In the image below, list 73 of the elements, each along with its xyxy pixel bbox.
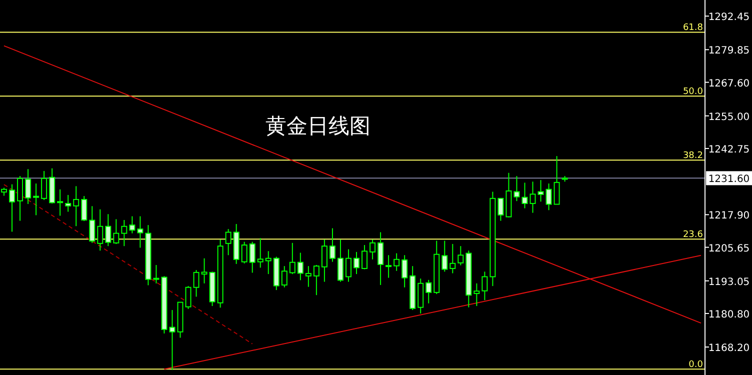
- candlestick: [169, 310, 176, 370]
- candlestick: [538, 180, 544, 202]
- candlestick: [362, 244, 368, 270]
- candlestick: [426, 279, 432, 304]
- candlestick: [73, 186, 80, 227]
- annotation: 0.0: [688, 360, 704, 370]
- candlestick: [137, 216, 144, 248]
- y-tick-label: 1168.20: [708, 343, 750, 354]
- candlestick: [41, 170, 48, 201]
- candlestick: [225, 228, 232, 256]
- candlestick: [281, 266, 288, 288]
- candlestick: [65, 194, 72, 212]
- candlestick: [185, 286, 192, 310]
- candlestick: [329, 228, 336, 262]
- candlestick: [370, 238, 376, 260]
- candlestick: [121, 219, 128, 247]
- candlestick: [522, 182, 528, 209]
- candlestick: [257, 238, 264, 268]
- candlestick: [418, 278, 424, 314]
- candlestick: [97, 208, 104, 252]
- y-tick-label: 1242.75: [708, 144, 750, 156]
- candlestick: [498, 198, 504, 222]
- candlestick: [113, 218, 120, 244]
- candlestick: [442, 240, 448, 272]
- y-tick-label: 1205.65: [708, 243, 750, 254]
- y-tick-label: 1279.85: [708, 46, 750, 57]
- ref-line-label: 1231.60: [708, 174, 750, 186]
- candlestick: [450, 243, 456, 274]
- candlestick: [33, 183, 40, 216]
- candlestick: [241, 241, 248, 264]
- annotation: 50.0: [682, 87, 704, 98]
- candlestick: [81, 196, 88, 222]
- y-tick-label: 1255.00: [708, 112, 750, 123]
- y-tick-label: 1292.45: [708, 12, 750, 24]
- candlestick: [25, 168, 32, 205]
- candlestick: [474, 282, 480, 307]
- annotation: 23.6: [682, 230, 704, 240]
- candlestick: [554, 156, 560, 205]
- annotation: 38.2: [682, 151, 703, 162]
- candlestick: [394, 252, 400, 272]
- candlestick: [105, 214, 112, 247]
- candlestick: [354, 251, 360, 275]
- candlestick: [305, 266, 312, 288]
- annotation: 61.8: [682, 23, 704, 34]
- candlestick: [321, 238, 328, 282]
- candlestick: [9, 184, 16, 232]
- candlestick: [17, 176, 24, 222]
- candlestick: [514, 176, 520, 202]
- candlestick: [337, 238, 344, 282]
- candlestick: [153, 264, 160, 284]
- candlestick: [482, 271, 488, 301]
- candlestick: [313, 264, 320, 296]
- y-tick-label: 1180.80: [708, 309, 750, 320]
- candlestick: [89, 206, 96, 244]
- candlestick: [402, 254, 408, 288]
- candlestick: [530, 181, 536, 214]
- candlestick: [289, 242, 296, 275]
- candlestick: [345, 248, 352, 282]
- candlestick: [386, 254, 392, 278]
- candlestick: [297, 252, 304, 281]
- candlestick: [265, 250, 272, 275]
- candlestick: [193, 270, 200, 298]
- y-tick-label: 1193.05: [708, 276, 750, 288]
- text: 黄金日线图: [266, 114, 370, 138]
- y-tick-label: 1267.60: [708, 78, 750, 90]
- candlestick: [249, 241, 256, 274]
- candlestick: [201, 258, 208, 284]
- candlestick: [129, 216, 136, 234]
- candlestick: [378, 232, 384, 286]
- y-tick-label: 1217.90: [708, 210, 750, 222]
- candlestick: [546, 183, 552, 211]
- candlestick: [57, 188, 64, 216]
- candlestick: [458, 246, 464, 266]
